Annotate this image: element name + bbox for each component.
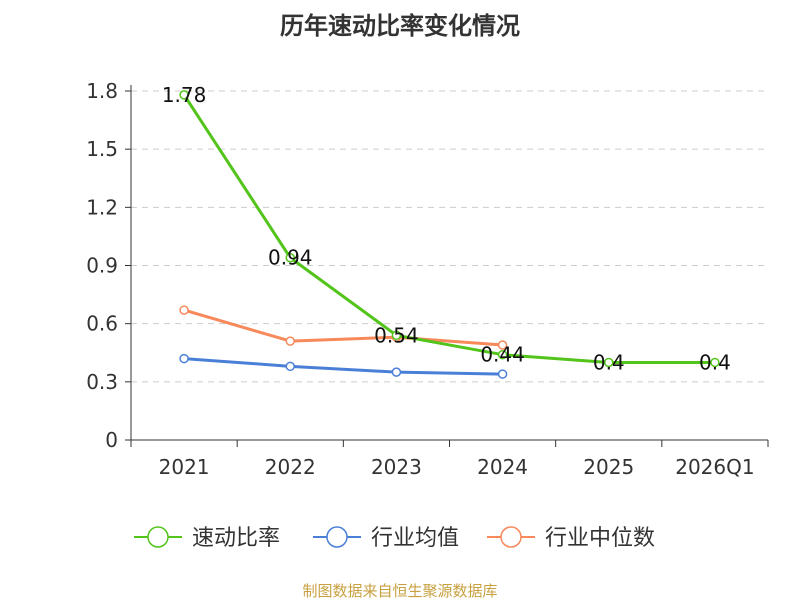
x-tick-label: 2024	[477, 455, 528, 479]
series-line-3	[183, 308, 503, 347]
x-tick-label: 2022	[265, 455, 316, 479]
x-tick-label: 2025	[583, 455, 634, 479]
data-point	[604, 357, 614, 368]
y-tick-label: 1.8	[86, 79, 118, 103]
legend-label: 速动比率	[192, 526, 280, 551]
data-label: 0.44	[480, 343, 525, 367]
x-tick-label: 2021	[159, 455, 210, 479]
chart-title: 历年速动比率变化情况	[280, 12, 520, 40]
data-point	[497, 369, 508, 379]
data-point	[285, 361, 295, 372]
legend-marker	[500, 526, 522, 548]
data-label: 0.94	[268, 246, 313, 270]
data-label: 0.4	[593, 350, 625, 374]
legend-marker	[147, 526, 169, 548]
legend-label: 行业均值	[371, 526, 459, 551]
data-point	[391, 367, 402, 377]
data-label: 1.78	[162, 83, 207, 107]
data-point	[179, 90, 189, 100]
data-point	[497, 349, 508, 360]
series-line-2	[183, 357, 503, 376]
y-tick-label: 0.6	[86, 312, 118, 336]
data-point	[285, 252, 295, 263]
data-label: 0.54	[374, 323, 419, 347]
x-tick-label: 2023	[371, 455, 422, 479]
y-tick-label: 0.9	[86, 254, 118, 278]
y-tick-label: 0	[105, 428, 118, 452]
y-tick-label: 0.3	[86, 370, 118, 394]
legend-label: 行业中位数	[545, 526, 655, 551]
data-point	[179, 305, 189, 315]
legend-marker	[326, 526, 348, 548]
data-label: 0.4	[699, 350, 731, 374]
data-point	[391, 330, 402, 341]
data-point	[710, 357, 720, 368]
y-tick-label: 1.5	[86, 137, 118, 161]
series-line-1	[182, 94, 715, 364]
x-tick-label: 2026Q1	[675, 455, 754, 479]
data-point	[179, 353, 189, 364]
data-point	[285, 336, 295, 346]
data-point	[497, 340, 508, 350]
data-source-note: 制图数据来自恒生聚源数据库	[302, 582, 498, 600]
y-tick-label: 1.2	[86, 195, 118, 219]
